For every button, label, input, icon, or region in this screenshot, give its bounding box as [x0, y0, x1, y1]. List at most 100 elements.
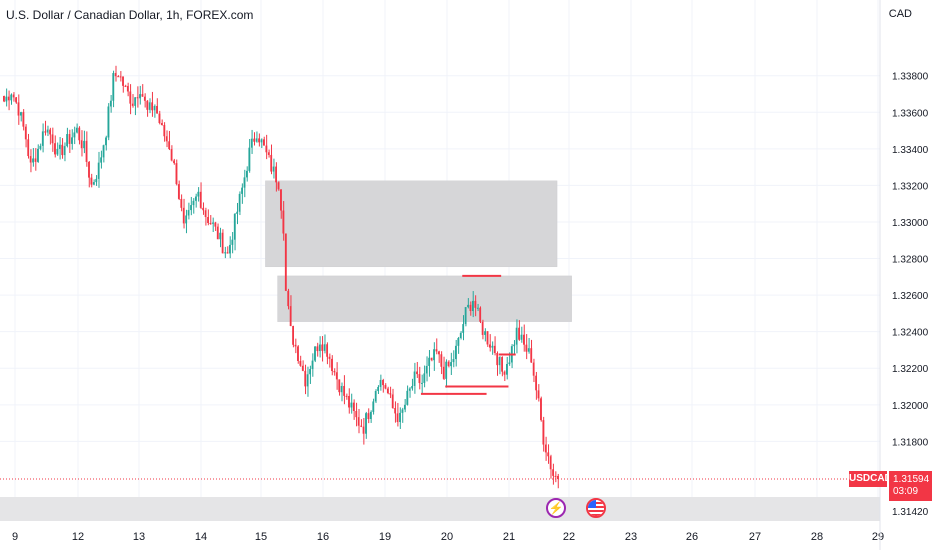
candle-body	[153, 105, 156, 111]
x-tick-label: 12	[72, 531, 84, 543]
candle-body	[197, 191, 200, 197]
supply-zone	[277, 275, 572, 322]
candle-body	[437, 351, 440, 355]
candle-body	[156, 105, 158, 114]
candle-body	[343, 385, 346, 396]
candle-body	[425, 365, 428, 374]
candle-body	[440, 354, 443, 367]
candle-body	[399, 412, 401, 423]
candle-body	[459, 332, 462, 339]
candle-body	[537, 390, 540, 399]
candle-body	[71, 137, 73, 144]
candle-body	[194, 196, 197, 201]
candle-body	[175, 163, 178, 185]
lightning-icon[interactable]: ⚡	[546, 498, 566, 518]
candle-body	[496, 353, 499, 366]
candle-body	[554, 475, 557, 477]
candle-body	[5, 96, 8, 102]
candle-body	[467, 304, 469, 308]
candle-body	[105, 137, 107, 146]
candle-body	[228, 244, 231, 254]
us-flag-icon[interactable]	[586, 498, 606, 518]
candle-body	[355, 410, 358, 418]
candle-body	[299, 360, 302, 366]
candle-body	[204, 210, 207, 218]
candle-body	[311, 360, 314, 370]
candle-body	[233, 213, 236, 240]
candle-body	[10, 94, 13, 101]
candle-body	[148, 102, 151, 110]
candle-body	[158, 113, 161, 124]
candle-body	[486, 331, 489, 345]
candle-body	[525, 344, 528, 352]
candle-body	[411, 385, 414, 389]
candle-body	[199, 191, 202, 208]
candle-body	[352, 402, 355, 411]
candle-body	[17, 102, 20, 116]
y-tick-label: 1.31420	[892, 507, 929, 518]
candle-body	[243, 177, 246, 188]
candle-body	[224, 252, 226, 254]
candle-body	[207, 217, 209, 224]
y-tick-label: 1.32200	[892, 364, 929, 375]
candle-body	[513, 344, 516, 347]
candle-body	[12, 94, 15, 98]
candle-body	[107, 106, 110, 138]
candle-body	[73, 132, 76, 138]
candle-body	[263, 139, 265, 146]
candle-body	[340, 385, 343, 393]
supply-zone	[265, 180, 558, 268]
candle-body	[92, 182, 95, 185]
candle-body	[280, 189, 282, 211]
candle-body	[226, 252, 229, 254]
candle-body	[530, 348, 533, 363]
candle-body	[294, 344, 297, 347]
candle-body	[180, 198, 183, 208]
candle-body	[318, 344, 321, 352]
candle-body	[435, 349, 438, 352]
candle-body	[173, 160, 175, 164]
candle-body	[542, 420, 545, 445]
candle-body	[316, 346, 319, 352]
candle-body	[277, 182, 280, 190]
candle-body	[88, 161, 90, 178]
candle-body	[413, 371, 416, 386]
candle-body	[314, 346, 316, 361]
candle-body	[348, 396, 350, 408]
candle-body	[284, 233, 287, 291]
candle-body	[433, 349, 435, 361]
candle-body	[270, 154, 273, 172]
candle-body	[75, 127, 78, 133]
candle-body	[49, 129, 51, 135]
candle-body	[54, 143, 56, 155]
candle-body	[445, 361, 448, 379]
candle-body	[471, 300, 474, 312]
candle-body	[3, 95, 5, 102]
x-tick-label: 26	[686, 531, 698, 543]
candle-body	[219, 232, 222, 240]
candle-body	[248, 147, 251, 171]
candle-body	[97, 162, 100, 179]
candle-body	[476, 307, 479, 309]
candle-body	[209, 223, 212, 225]
candle-body	[469, 304, 472, 312]
candle-body	[372, 401, 375, 412]
candle-body	[501, 357, 503, 372]
candle-body	[523, 334, 525, 345]
x-tick-label: 23	[625, 531, 637, 543]
candle-body	[192, 200, 195, 206]
candle-body	[442, 366, 445, 379]
candle-body	[231, 239, 234, 245]
candle-body	[160, 123, 163, 125]
candle-body	[508, 362, 511, 364]
candle-body	[163, 124, 166, 137]
candle-body	[391, 394, 394, 409]
candle-body	[515, 327, 518, 345]
candle-body	[246, 170, 248, 178]
candle-body	[32, 158, 34, 163]
candle-body	[202, 207, 205, 211]
flag-graphic	[588, 500, 604, 516]
candle-body	[90, 177, 93, 185]
